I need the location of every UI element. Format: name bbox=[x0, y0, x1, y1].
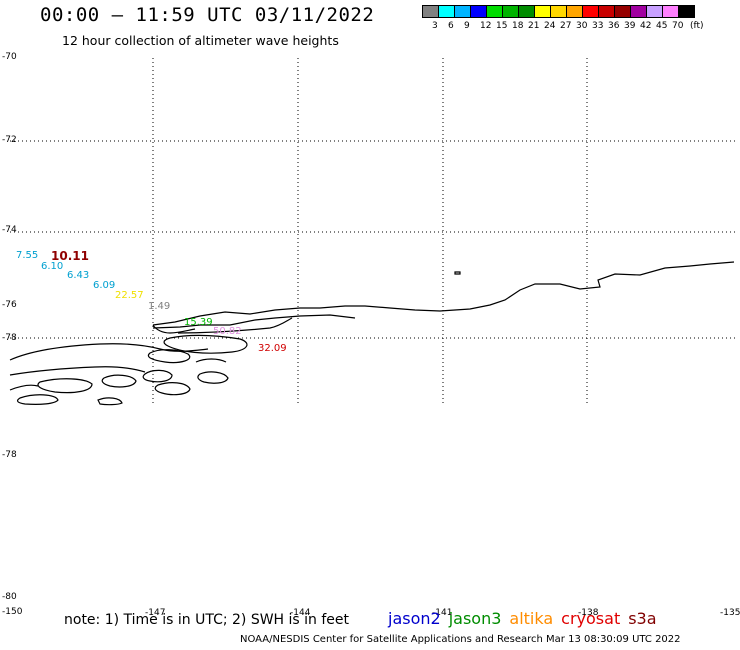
color-scale-label: 6 bbox=[448, 21, 454, 31]
map-subtitle: 12 hour collection of altimeter wave hei… bbox=[62, 33, 339, 48]
coast-segment bbox=[195, 358, 227, 363]
island bbox=[101, 374, 137, 388]
longitude-label: -135 bbox=[720, 608, 740, 618]
ice-shelf-edge bbox=[152, 261, 735, 326]
island bbox=[16, 394, 59, 405]
map-title: 00:00 – 11:59 UTC 03/11/2022 bbox=[40, 4, 375, 26]
latitude-label: -80 bbox=[2, 592, 17, 602]
color-scale-label: 27 bbox=[560, 21, 572, 31]
satellite-legend-item: jason2 bbox=[388, 609, 441, 628]
color-scale-label: 45 bbox=[656, 21, 668, 31]
color-scale-legend: 3 6 9 12 15 18 21 24 27 30 33 36 39 42 45 70 (ft) bbox=[422, 5, 704, 33]
color-scale-label: 12 bbox=[480, 21, 492, 31]
satellite-legend-item: s3a bbox=[628, 609, 657, 628]
satellite-legend-item: jason3 bbox=[448, 609, 502, 628]
island bbox=[147, 349, 191, 364]
longitude-label: -138 bbox=[578, 608, 599, 618]
satellite-legend-item: altika bbox=[509, 609, 554, 628]
coast-segment bbox=[152, 324, 196, 334]
longitude-label: -147 bbox=[145, 608, 166, 618]
wave-height-label: 32.09 bbox=[258, 343, 287, 354]
color-scale-label: 33 bbox=[592, 21, 604, 31]
island bbox=[97, 397, 123, 406]
longitude-label: -144 bbox=[290, 608, 311, 618]
wave-height-label: 1.49 bbox=[148, 301, 171, 312]
color-scale-label: 3 bbox=[432, 21, 438, 31]
color-scale-label: 70 bbox=[672, 21, 684, 31]
color-scale-label: 39 bbox=[624, 21, 636, 31]
satellite-legend: jason2 jason3 altika cryosat s3a bbox=[388, 609, 665, 628]
island bbox=[454, 271, 461, 275]
wave-height-label: 6.10 bbox=[41, 261, 64, 272]
latitude-label: -74 bbox=[2, 225, 17, 235]
coast-segment bbox=[177, 317, 293, 334]
coastline-west bbox=[9, 343, 209, 376]
footer-credit: NOAA/NESDIS Center for Satellite Applica… bbox=[240, 634, 681, 645]
longitude-label: -150 bbox=[2, 607, 23, 617]
color-scale-label: 9 bbox=[464, 21, 470, 31]
footer-note: note: 1) Time is in UTC; 2) SWH is in fe… bbox=[64, 612, 350, 628]
satellite-legend-item: cryosat bbox=[561, 609, 621, 628]
color-scale-label: 42 bbox=[640, 21, 652, 31]
coast-segment bbox=[9, 384, 39, 391]
wave-height-label: 15.39 bbox=[184, 317, 213, 328]
coastline bbox=[9, 261, 735, 406]
wave-height-label: 50.82 bbox=[213, 326, 242, 337]
island bbox=[142, 369, 173, 383]
latitude-label: -72 bbox=[2, 135, 17, 145]
latitude-label: -78 bbox=[2, 450, 17, 460]
island bbox=[163, 334, 248, 354]
island bbox=[197, 371, 229, 384]
wave-height-label: 7.55 bbox=[16, 250, 39, 261]
color-scale-label: (ft) bbox=[690, 21, 704, 31]
color-scale-label: 24 bbox=[544, 21, 556, 31]
wave-height-label: 22.57 bbox=[115, 290, 144, 301]
color-scale-label: 18 bbox=[512, 21, 524, 31]
color-scale-label: 21 bbox=[528, 21, 540, 31]
latitude-label: -78 bbox=[2, 333, 17, 343]
wave-height-label: 10.11 bbox=[51, 249, 89, 263]
island bbox=[37, 378, 93, 394]
wave-height-label: 6.43 bbox=[67, 270, 90, 281]
gridlines bbox=[10, 58, 735, 405]
longitude-label: -141 bbox=[432, 608, 453, 618]
color-scale-swatches bbox=[422, 5, 695, 18]
color-scale-labels: 3 6 9 12 15 18 21 24 27 30 33 36 39 42 45 70 (ft) bbox=[422, 21, 704, 33]
island bbox=[154, 382, 191, 396]
latitude-label: -70 bbox=[2, 52, 17, 62]
color-scale-label: 30 bbox=[576, 21, 588, 31]
color-scale-label: 15 bbox=[496, 21, 508, 31]
latitude-label: -76 bbox=[2, 300, 17, 310]
color-swatch bbox=[678, 5, 695, 18]
color-scale-label: 36 bbox=[608, 21, 620, 31]
wave-height-label: 6.09 bbox=[93, 280, 116, 291]
coast-segment bbox=[152, 314, 356, 329]
